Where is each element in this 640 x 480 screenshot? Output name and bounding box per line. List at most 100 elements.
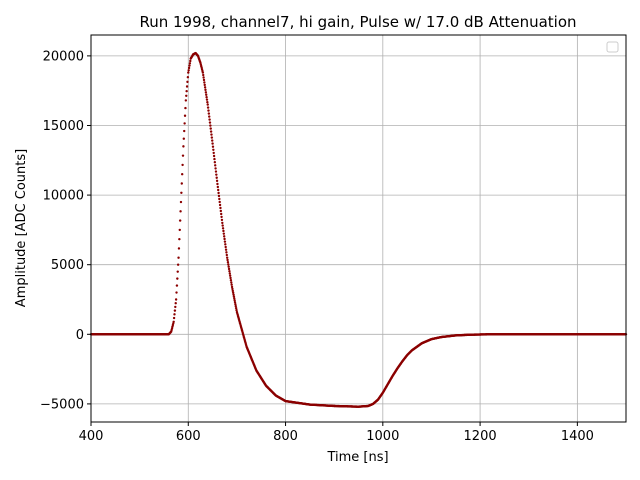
- data-point: [216, 185, 220, 189]
- data-point: [184, 99, 188, 102]
- data-point: [205, 98, 209, 101]
- data-point: [221, 221, 224, 225]
- data-point: [212, 151, 215, 155]
- data-point: [186, 80, 189, 84]
- data-point: [221, 227, 225, 230]
- data-point: [224, 248, 228, 251]
- data-point: [204, 91, 208, 94]
- data-point: [218, 197, 221, 201]
- data-point: [173, 313, 176, 316]
- data-point: [203, 83, 206, 87]
- data-point: [222, 232, 226, 235]
- data-point: [220, 218, 224, 222]
- data-point: [211, 139, 214, 142]
- data-point: [204, 88, 207, 92]
- data-point: [225, 251, 228, 254]
- data-point: [187, 71, 190, 74]
- data-point: [211, 142, 214, 145]
- data-point: [208, 115, 211, 118]
- chart-title: Run 1998, channel7, hi gain, Pulse w/ 17…: [139, 13, 576, 31]
- data-point: [234, 305, 237, 308]
- data-point: [226, 258, 229, 262]
- data-point: [186, 76, 190, 79]
- data-point: [179, 200, 183, 204]
- data-point: [223, 240, 227, 243]
- data-point: [213, 157, 216, 161]
- data-point: [175, 291, 178, 294]
- y-tick-label: 20000: [43, 49, 84, 64]
- data-point: [173, 309, 177, 312]
- y-axis-label: Amplitude [ADC Counts]: [14, 149, 29, 307]
- data-point: [185, 85, 189, 88]
- data-point: [180, 182, 183, 185]
- data-point: [184, 106, 187, 110]
- data-point: [206, 100, 209, 104]
- data-point: [187, 66, 191, 70]
- data-point: [175, 284, 179, 287]
- data-point: [223, 237, 226, 241]
- x-tick-label: 800: [273, 429, 298, 444]
- data-point: [183, 122, 186, 125]
- data-point: [215, 173, 218, 176]
- data-point: [233, 299, 236, 302]
- data-point: [228, 272, 231, 275]
- grid-lines: [90, 35, 626, 422]
- x-axis-label: Time [ns]: [326, 450, 388, 465]
- data-point: [232, 293, 235, 296]
- data-point: [178, 219, 182, 222]
- data-point: [210, 133, 213, 136]
- data-point: [188, 64, 191, 67]
- data-point: [234, 306, 238, 310]
- data-point: [209, 124, 212, 127]
- data-point: [176, 263, 180, 266]
- data-point: [203, 81, 206, 84]
- legend-box: [606, 41, 619, 53]
- data-point: [230, 281, 233, 284]
- data-point: [188, 62, 192, 65]
- data-point: [202, 73, 205, 77]
- plot-frame: [90, 34, 627, 423]
- x-tick-label: 1400: [561, 429, 594, 444]
- data-point: [220, 215, 223, 219]
- data-point: [201, 71, 205, 74]
- data-point: [207, 109, 210, 112]
- x-tick-label: 400: [79, 429, 104, 444]
- data-point: [202, 76, 205, 79]
- data-point: [231, 291, 235, 294]
- data-point: [214, 164, 217, 167]
- y-axis-ticks: −5000 0 5000 10000 15000 20000: [40, 49, 91, 412]
- data-point: [178, 237, 181, 241]
- data-point: [230, 285, 234, 289]
- data-point: [229, 279, 233, 282]
- data-point: [221, 224, 224, 227]
- data-point: [181, 163, 184, 167]
- data-point: [208, 121, 212, 124]
- data-point: [233, 301, 237, 304]
- data-point: [174, 298, 178, 301]
- data-point: [183, 114, 187, 117]
- data-point: [181, 154, 185, 157]
- data-point: [172, 316, 176, 320]
- data-point: [209, 130, 213, 133]
- data-point: [174, 305, 177, 309]
- data-point: [183, 129, 186, 133]
- data-point: [212, 148, 215, 151]
- data-point: [218, 200, 221, 204]
- data-point: [216, 182, 219, 186]
- data-point: [227, 263, 230, 266]
- data-point: [209, 127, 212, 130]
- data-point: [211, 145, 215, 148]
- data-point: [222, 235, 226, 238]
- y-tick-label: 15000: [43, 119, 84, 134]
- data-point: [182, 145, 185, 148]
- data-point: [187, 69, 190, 72]
- x-axis-ticks: 400 600 800 1000 1200 1400: [79, 422, 594, 444]
- data-point: [235, 308, 238, 312]
- data-point: [202, 78, 206, 82]
- data-point: [213, 161, 217, 164]
- data-point: [219, 206, 222, 210]
- data-point: [210, 136, 214, 139]
- data-point: [232, 295, 236, 298]
- data-point: [222, 229, 225, 233]
